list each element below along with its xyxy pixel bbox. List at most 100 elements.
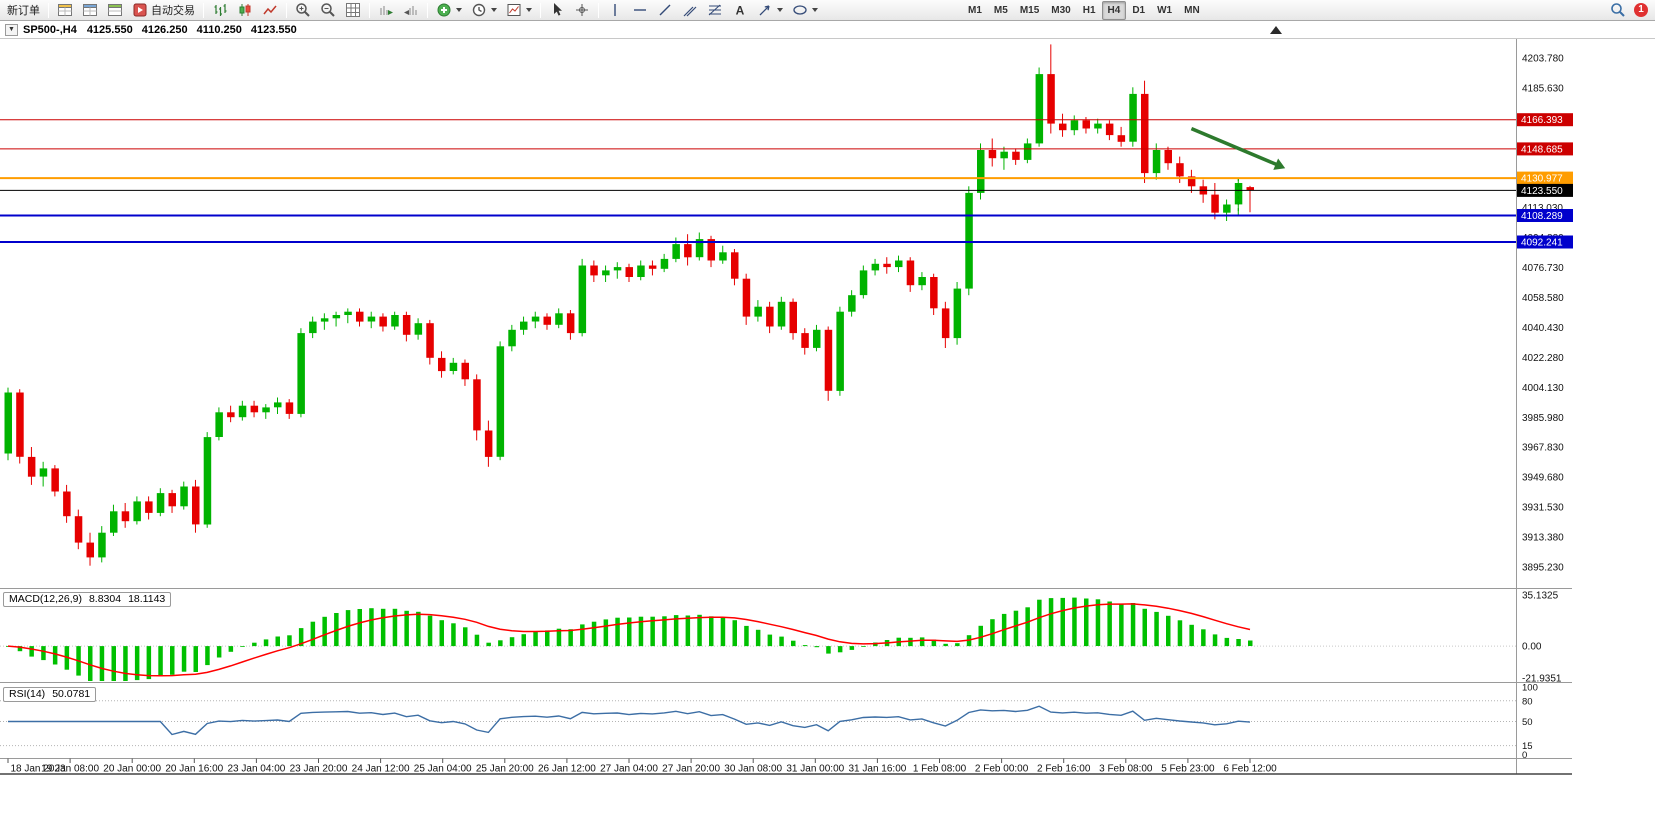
svg-text:80: 80: [1522, 696, 1533, 707]
svg-text:25 Jan 04:00: 25 Jan 04:00: [414, 764, 472, 775]
templates-button[interactable]: [502, 1, 536, 20]
svg-text:27 Jan 04:00: 27 Jan 04:00: [600, 764, 658, 775]
toolbar-separator: [427, 2, 428, 18]
svg-text:23 Jan 20:00: 23 Jan 20:00: [290, 764, 348, 775]
svg-text:5 Feb 23:00: 5 Feb 23:00: [1161, 764, 1215, 775]
zoom-out-button[interactable]: [316, 1, 340, 20]
new-order-button[interactable]: 新订单: [7, 5, 40, 17]
svg-text:15: 15: [1522, 741, 1533, 752]
horizontal-line-button[interactable]: [628, 1, 652, 20]
trendline-button[interactable]: [653, 1, 677, 20]
svg-text:2 Feb 16:00: 2 Feb 16:00: [1037, 764, 1091, 775]
toolbar-right: 1: [1606, 1, 1652, 20]
bar-chart-button[interactable]: [208, 1, 232, 20]
svg-text:-21.9351: -21.9351: [1522, 674, 1562, 685]
timeframe-h4-button[interactable]: H4: [1101, 0, 1127, 20]
periods-dropdown-caret: [491, 8, 497, 12]
svg-text:3985.980: 3985.980: [1522, 413, 1564, 424]
line-chart-button[interactable]: [258, 1, 282, 20]
zoom-in-button[interactable]: [291, 1, 315, 20]
svg-text:20 Jan 16:00: 20 Jan 16:00: [165, 764, 223, 775]
timeframe-m5-button[interactable]: M5: [993, 4, 1008, 16]
auto-scroll-icon: [380, 6, 393, 15]
channel-button[interactable]: [678, 1, 702, 20]
notifications-badge[interactable]: 1: [1634, 3, 1648, 17]
market-watch-button[interactable]: [53, 1, 77, 20]
data-window-icon: [83, 4, 97, 16]
ohlc-low-value: 4110.250: [196, 23, 242, 36]
main-toolbar: 新订单 自动交易: [0, 0, 1655, 21]
auto-trading-button[interactable]: 自动交易: [128, 1, 199, 20]
clock-icon: [472, 3, 486, 17]
horizontal-lines[interactable]: [0, 119, 1516, 243]
svg-text:0.00: 0.00: [1522, 642, 1542, 653]
timeframe-d1-button[interactable]: D1: [1132, 4, 1146, 16]
indicators-add-icon: [437, 3, 451, 17]
vertical-line-button[interactable]: [603, 1, 627, 20]
timeframe-h1-button[interactable]: H1: [1082, 4, 1096, 16]
svg-text:30 Jan 08:00: 30 Jan 08:00: [724, 764, 782, 775]
chart-shift-marker: [1270, 26, 1282, 34]
svg-text:4004.130: 4004.130: [1522, 383, 1564, 394]
shapes-dropdown-caret: [812, 8, 818, 12]
macd-panel-canvas: 35.1325 0.00 -21.9351: [0, 591, 1562, 685]
toolbar-spacer: [823, 10, 961, 11]
svg-text:2 Feb 00:00: 2 Feb 00:00: [975, 764, 1029, 775]
svg-text:31 Jan 16:00: 31 Jan 16:00: [848, 764, 906, 775]
crosshair-button[interactable]: [570, 1, 594, 20]
indicators-button[interactable]: [432, 1, 466, 20]
auto-scroll-button[interactable]: [374, 1, 398, 20]
svg-text:6 Feb 12:00: 6 Feb 12:00: [1223, 764, 1277, 775]
price-badges: 4166.393 4148.685 4130.977 4108.289 4092.241…: [1517, 113, 1573, 249]
navigator-button[interactable]: [103, 1, 127, 20]
grid-icon: [346, 3, 360, 17]
chart-canvas[interactable]: 4203.7804185.6304167.4804149.3304131.180…: [0, 39, 1655, 775]
data-window-button[interactable]: [78, 1, 102, 20]
ohlc-close-value: 4123.550: [250, 23, 297, 36]
candlestick-chart-icon: [239, 4, 251, 16]
trendline-icon: [659, 4, 671, 16]
timeframe-w1-button[interactable]: W1: [1157, 4, 1173, 16]
one-click-trading-toggle[interactable]: ▼: [5, 23, 18, 36]
ohlc-open-value: 4125.550: [86, 23, 133, 36]
svg-text:1 Feb 08:00: 1 Feb 08:00: [913, 764, 967, 775]
toolbar-separator: [286, 2, 287, 18]
cursor-button[interactable]: [545, 1, 569, 20]
chart-shift-button[interactable]: [399, 1, 423, 20]
timeframe-mn-button[interactable]: MN: [1184, 4, 1200, 16]
periods-button[interactable]: [467, 1, 501, 20]
macd-signal-value: 18.1143: [128, 593, 166, 605]
trend-arrow[interactable]: [1190, 126, 1286, 170]
timeframe-group: M1 M5 M15 M30 H1 H4 D1 W1 MN: [962, 0, 1206, 20]
line-chart-icon: [263, 5, 277, 15]
horizontal-line-icon: [634, 9, 646, 11]
equidistant-channel-icon: [683, 6, 697, 17]
text-tool-button[interactable]: A: [728, 1, 752, 20]
svg-text:4130.977: 4130.977: [1521, 174, 1563, 185]
svg-text:100: 100: [1522, 683, 1538, 694]
timeframe-m30-button[interactable]: M30: [1051, 4, 1071, 16]
candlestick-chart-button[interactable]: [233, 1, 257, 20]
svg-text:26 Jan 12:00: 26 Jan 12:00: [538, 764, 596, 775]
zoom-out-icon: [321, 3, 335, 17]
indicators-dropdown-caret: [456, 8, 462, 12]
vertical-line-icon: [614, 4, 616, 16]
timeframe-m1-button[interactable]: M1: [968, 4, 982, 16]
svg-text:3931.530: 3931.530: [1522, 503, 1564, 514]
rsi-label: RSI(14) 50.0781: [3, 687, 97, 702]
arrows-tool-button[interactable]: [753, 1, 787, 20]
bar-chart-icon: [214, 4, 227, 16]
svg-text:4185.630: 4185.630: [1522, 83, 1564, 94]
timeframe-m15-button[interactable]: M15: [1019, 4, 1040, 16]
svg-text:4022.280: 4022.280: [1522, 353, 1564, 364]
ohlc-high-value: 4126.250: [141, 23, 188, 36]
svg-text:23 Jan 04:00: 23 Jan 04:00: [227, 764, 285, 775]
svg-text:4076.730: 4076.730: [1522, 263, 1564, 274]
toolbar-separator: [598, 2, 599, 18]
shapes-tool-button[interactable]: [788, 1, 822, 20]
grid-button[interactable]: [341, 1, 365, 20]
fibonacci-button[interactable]: [703, 1, 727, 20]
search-button[interactable]: [1606, 1, 1630, 20]
svg-text:4148.685: 4148.685: [1521, 144, 1563, 155]
